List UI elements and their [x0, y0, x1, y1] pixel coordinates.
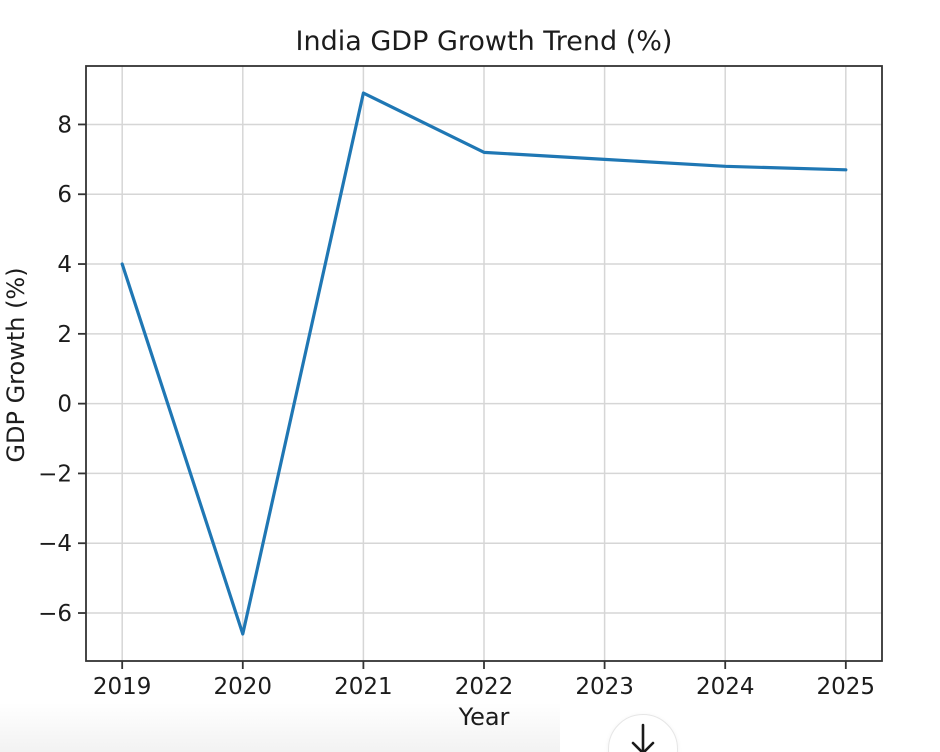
x-tick-label: 2025: [817, 674, 876, 700]
y-tick-label: 0: [57, 392, 72, 418]
gdp-growth-series-line: [120, 91, 848, 636]
down-arrow-icon: [631, 723, 655, 752]
y-tick-label: 8: [57, 112, 72, 138]
x-tick-label: 2021: [334, 674, 393, 700]
x-tick-label: 2023: [575, 674, 634, 700]
y-tick-label: −2: [38, 461, 72, 487]
y-tick-label: −6: [38, 601, 72, 627]
y-tick-label: −4: [38, 531, 72, 557]
y-tick-label: 4: [57, 252, 72, 278]
x-tick-label: 2024: [696, 674, 755, 700]
chart-title: India GDP Growth Trend (%): [295, 26, 673, 57]
x-tick-label: 2020: [214, 674, 273, 700]
x-tick-label: 2022: [455, 674, 514, 700]
x-tick-label: 2019: [93, 674, 152, 700]
x-axis-label: Year: [458, 703, 510, 731]
y-tick-label: 2: [57, 322, 72, 348]
y-tick-label: 6: [57, 182, 72, 208]
y-axis-label: GDP Growth (%): [2, 267, 30, 463]
